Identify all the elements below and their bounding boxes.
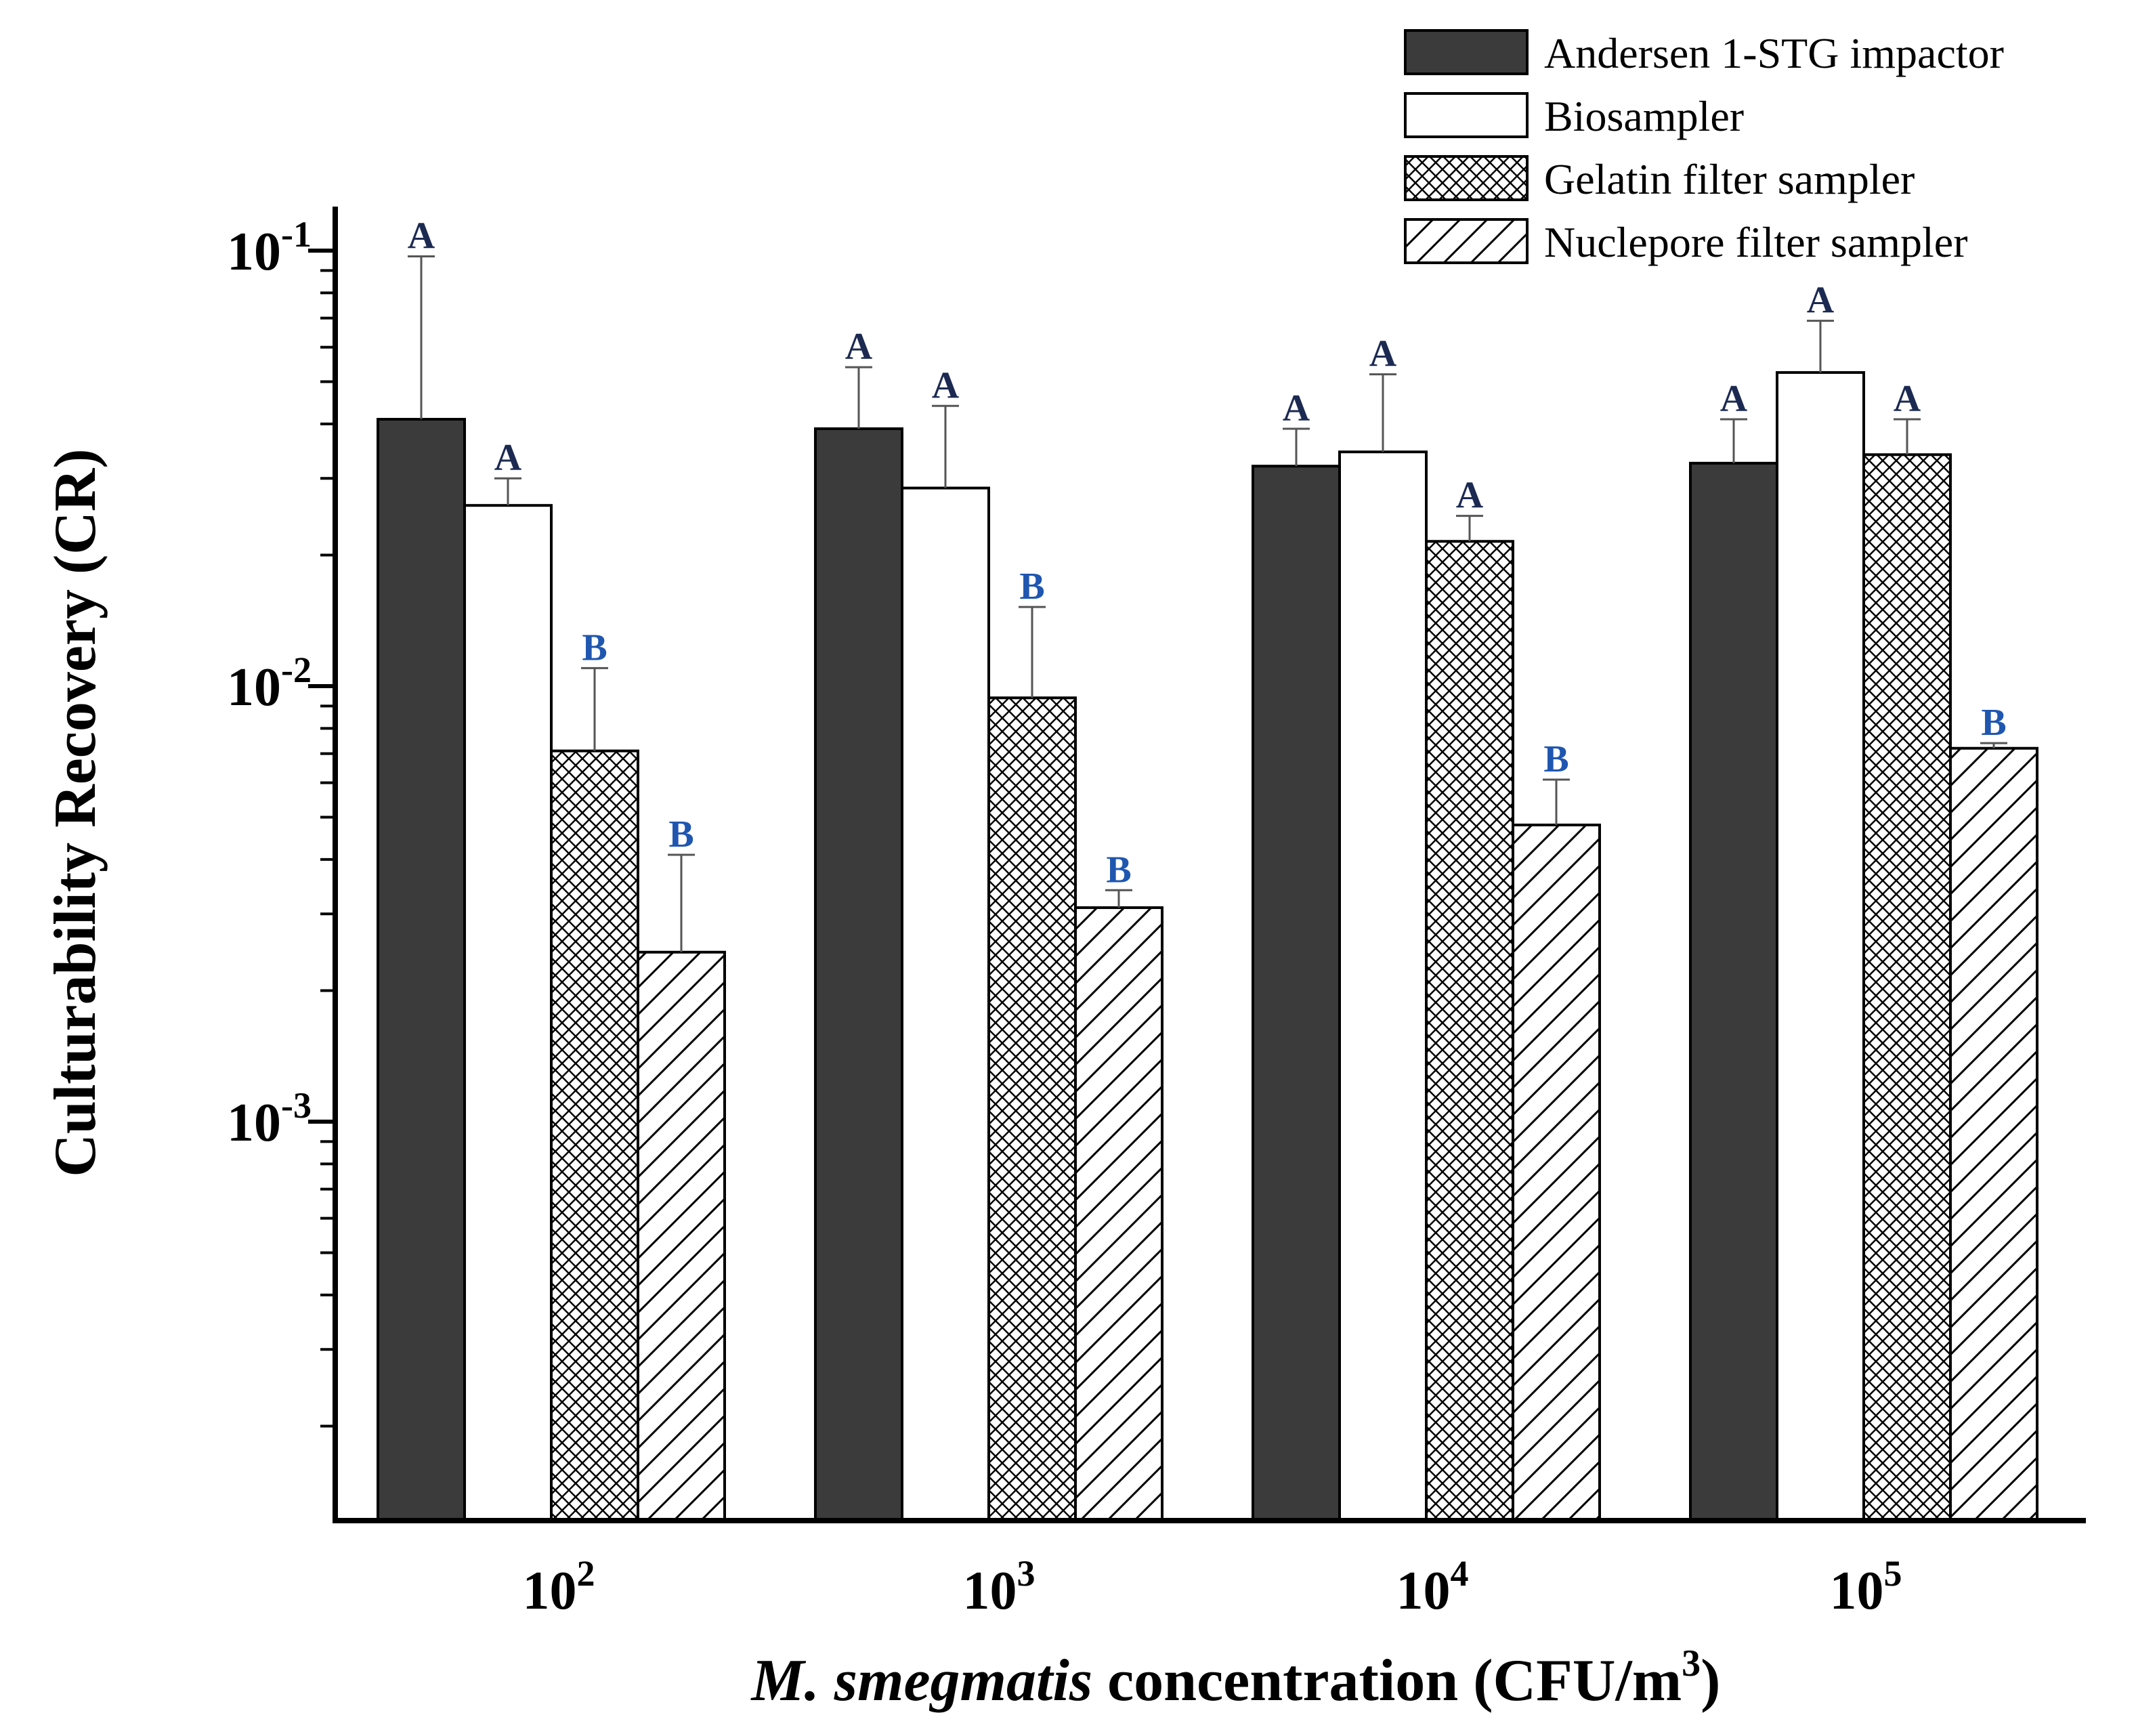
x-axis-title-sup: 3: [1682, 1643, 1701, 1685]
significance-letter: A: [1894, 378, 1921, 420]
legend-swatch-gelatin: [1404, 155, 1529, 201]
significance-letter: B: [1019, 566, 1044, 608]
x-axis-title-end: ): [1701, 1648, 1720, 1714]
legend-swatch-biosampler: [1404, 92, 1529, 138]
y-tick-label: 10-3: [227, 1085, 312, 1153]
significance-letter: A: [1369, 333, 1397, 375]
legend-label-gelatin: Gelatin filter sampler: [1544, 155, 1915, 203]
significance-letter: A: [1456, 475, 1484, 517]
bar: [1252, 465, 1341, 1522]
significance-letter: B: [582, 627, 607, 669]
bar: [1338, 450, 1428, 1522]
y-tick-label-base: 10: [227, 658, 281, 717]
legend-label-biosampler: Biosampler: [1544, 92, 1744, 140]
x-tick-label-exponent: 5: [1884, 1553, 1902, 1594]
y-tick-label-exponent: -2: [281, 650, 312, 690]
y-axis-title: Culturability Recovery (CR): [43, 448, 108, 1177]
bar: [901, 486, 990, 1522]
significance-letter: B: [1106, 849, 1131, 891]
x-tick-label-base: 10: [963, 1561, 1017, 1621]
y-tick-label-base: 10: [227, 222, 281, 282]
y-tick-label-exponent: -3: [281, 1085, 312, 1126]
y-tick-label: 10-1: [227, 214, 312, 282]
significance-letter: A: [1807, 280, 1835, 322]
legend-label-andersen: Andersen 1-STG impactor: [1544, 29, 2004, 77]
significance-letter: A: [494, 437, 522, 479]
significance-letter: A: [408, 215, 435, 257]
bar: [1425, 540, 1514, 1522]
significance-letter: A: [932, 364, 960, 406]
legend-swatch-nuclepore: [1404, 218, 1529, 264]
x-tick-label-base: 10: [1830, 1561, 1884, 1621]
bar: [377, 417, 466, 1522]
x-tick-label-exponent: 2: [577, 1553, 595, 1594]
x-tick-label-base: 10: [523, 1561, 577, 1621]
bar: [1512, 823, 1601, 1522]
x-tick-label-exponent: 4: [1451, 1553, 1469, 1594]
x-tick-label: 103: [963, 1553, 1035, 1621]
significance-letter: A: [1283, 387, 1310, 429]
y-tick-label: 10-2: [227, 650, 312, 717]
x-tick-label-exponent: 3: [1017, 1553, 1035, 1594]
significance-letter: B: [1981, 702, 2006, 744]
y-tick-label-exponent: -1: [281, 214, 312, 255]
bar: [1689, 461, 1778, 1522]
bar: [637, 950, 726, 1522]
bar: [463, 504, 553, 1522]
x-axis-title-italic: M. smegmatis: [750, 1648, 1093, 1714]
bar: [1949, 746, 2038, 1522]
significance-letter: A: [845, 326, 873, 368]
x-tick-label: 105: [1830, 1553, 1902, 1621]
significance-letter: B: [1543, 738, 1568, 780]
x-tick-label-base: 10: [1396, 1561, 1451, 1621]
bar: [987, 696, 1077, 1522]
bar: [550, 749, 639, 1522]
legend: Andersen 1-STG impactor Biosampler Gelat…: [1404, 29, 2004, 266]
x-tick-label: 102: [523, 1553, 595, 1621]
bar: [1776, 371, 1865, 1522]
x-axis-title: M. smegmatis concentration (CFU/m3): [750, 1643, 1721, 1714]
significance-letter: B: [668, 813, 693, 855]
bar: [1074, 906, 1163, 1522]
x-axis-title-text: concentration (CFU/m: [1092, 1648, 1682, 1714]
y-tick-label-base: 10: [227, 1093, 281, 1153]
bar: [1862, 453, 1952, 1522]
x-tick-label: 104: [1396, 1553, 1469, 1621]
legend-label-nuclepore: Nuclepore filter sampler: [1544, 218, 1968, 266]
significance-letter: A: [1720, 378, 1748, 420]
bar: [814, 427, 903, 1522]
legend-swatch-andersen: [1404, 29, 1529, 75]
